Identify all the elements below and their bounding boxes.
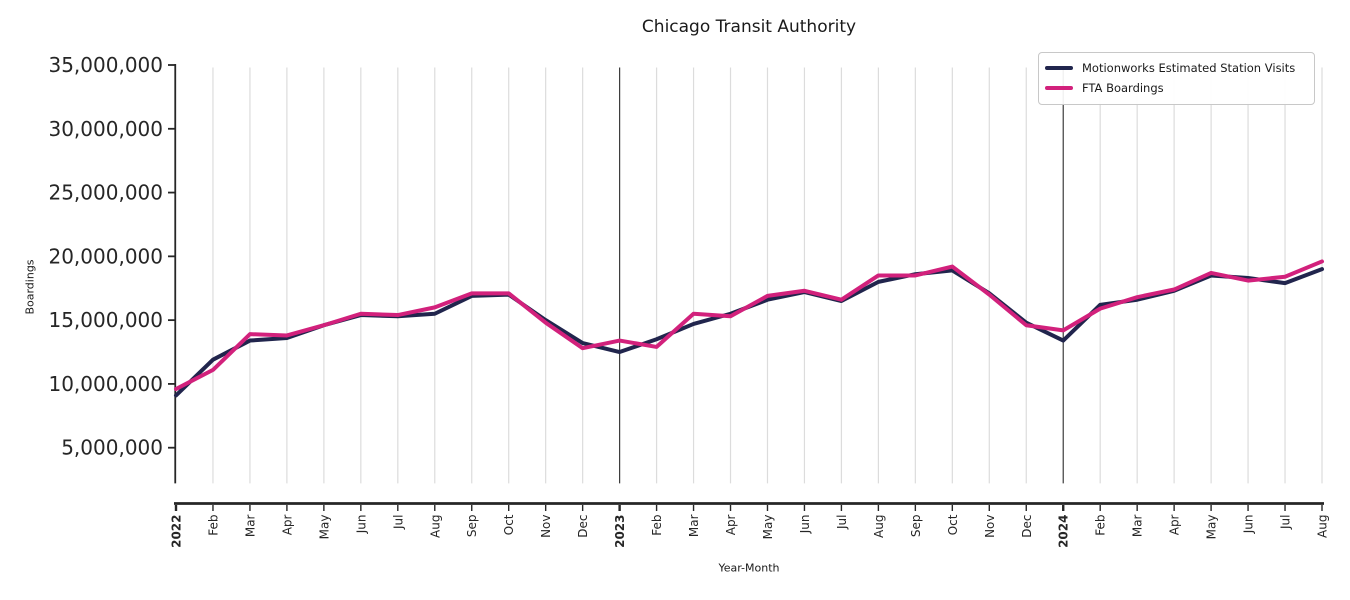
x-tick-label: Jun — [798, 515, 812, 535]
y-tick-label: 5,000,000 — [61, 436, 163, 460]
legend-label-motionworks: Motionworks Estimated Station Visits — [1082, 61, 1296, 75]
x-tick-label: Apr — [724, 514, 738, 535]
x-tick-label: Nov — [539, 515, 553, 538]
legend-item-fta: FTA Boardings — [1045, 78, 1306, 98]
x-tick-label: Jul — [835, 515, 849, 530]
x-tick-label: Feb — [1094, 515, 1108, 536]
y-tick-label: 25,000,000 — [48, 181, 163, 205]
x-tick-label: Apr — [280, 514, 294, 535]
x-tick-label: Jun — [354, 515, 368, 535]
x-tick-label: Dec — [576, 515, 590, 538]
x-tick-label: Oct — [502, 514, 516, 535]
x-tick-label: Nov — [983, 515, 997, 538]
x-tick-label: May — [317, 515, 331, 540]
x-tick-label: Sep — [465, 515, 479, 538]
x-tick-label: Apr — [1168, 514, 1182, 535]
x-tick-label: Jun — [1242, 515, 1256, 535]
x-tick-label: Aug — [428, 515, 442, 538]
x-tick-label: Feb — [650, 515, 664, 536]
x-tick-label: Jul — [1279, 515, 1293, 530]
x-tick-label: May — [1205, 515, 1219, 540]
legend-item-motionworks: Motionworks Estimated Station Visits — [1045, 58, 1306, 78]
x-tick-label: Aug — [1316, 515, 1330, 538]
x-tick-label: May — [761, 515, 775, 540]
x-tick-label: Mar — [243, 514, 257, 537]
x-tick-label: 2022 — [170, 515, 184, 548]
legend-label-fta: FTA Boardings — [1082, 81, 1164, 95]
series-line-fta — [174, 259, 1324, 392]
y-tick-label: 30,000,000 — [48, 117, 163, 141]
x-tick-label: Mar — [687, 514, 701, 537]
legend-swatch-fta-line — [1045, 86, 1073, 90]
x-tick-label: Sep — [909, 515, 923, 538]
y-tick-label: 35,000,000 — [48, 53, 163, 77]
legend: Motionworks Estimated Station Visits FTA… — [1038, 52, 1315, 105]
y-tick-label: 10,000,000 — [48, 372, 163, 396]
y-tick-label: 15,000,000 — [48, 308, 163, 332]
y-tick-label: 20,000,000 — [48, 244, 163, 268]
legend-swatch-motionworks-line — [1045, 66, 1073, 70]
x-tick-label: Aug — [872, 515, 886, 538]
y-axis-label: Boardings — [23, 259, 37, 315]
chart-title: Chicago Transit Authority — [641, 17, 857, 37]
x-tick-label: 2023 — [613, 515, 627, 548]
x-tick-label: Feb — [206, 515, 220, 536]
x-axis-label: Year-Month — [718, 561, 780, 575]
x-tick-label: Mar — [1131, 514, 1145, 537]
x-tick-label: Jul — [391, 515, 405, 530]
x-tick-label: 2024 — [1057, 515, 1071, 548]
series-line-motionworks — [174, 267, 1324, 398]
x-tick-label: Oct — [946, 514, 960, 535]
x-tick-label: Dec — [1020, 515, 1034, 538]
